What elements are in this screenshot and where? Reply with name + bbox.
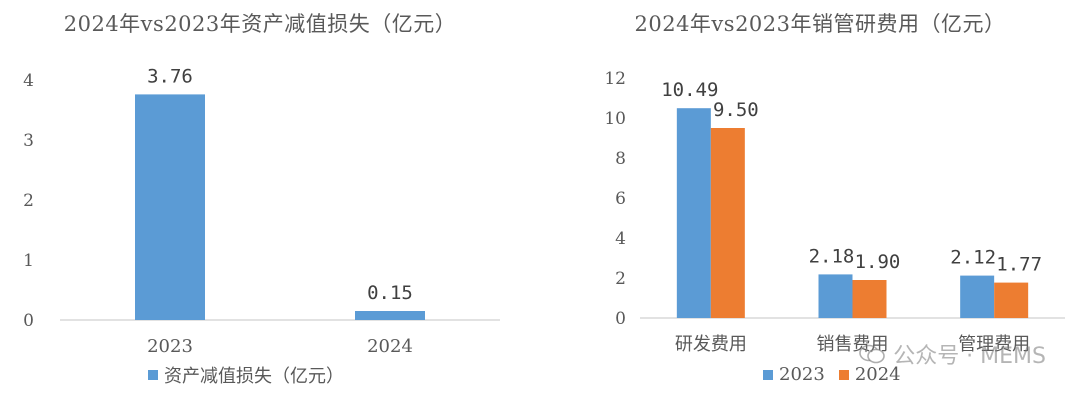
data-label: 1.90 <box>855 251 901 273</box>
x-category-label: 研发费用 <box>675 334 747 355</box>
legend-swatch <box>838 369 849 380</box>
y-tick-label: 8 <box>615 149 626 169</box>
y-tick-label: 4 <box>23 71 34 91</box>
bar-2023-销售费用 <box>818 274 853 318</box>
x-category-label: 销售费用 <box>817 334 889 355</box>
bar-资产减值损失（亿元）-2024 <box>355 311 425 320</box>
x-category-label: 管理费用 <box>958 334 1030 355</box>
y-tick-label: 0 <box>23 311 34 331</box>
legend-item-2023: 2023 <box>763 364 825 385</box>
bar-2024-研发费用 <box>710 128 745 318</box>
y-tick-label: 3 <box>23 131 34 151</box>
x-category-label: 2023 <box>147 336 193 357</box>
legend-item-2024: 2024 <box>838 364 901 385</box>
y-tick-label: 12 <box>604 69 626 89</box>
legend-swatch <box>763 369 773 380</box>
data-label: 2.12 <box>950 247 996 269</box>
y-tick-label: 6 <box>615 189 626 209</box>
bar-2024-管理费用 <box>994 282 1029 318</box>
x-category-label: 2024 <box>367 336 413 357</box>
legend-item: 资产减值损失（亿元） <box>148 362 344 388</box>
chart-title: 2024年vs2023年资产减值损失（亿元） <box>63 12 457 36</box>
data-label: 0.15 <box>367 282 413 304</box>
data-label: 9.50 <box>713 99 759 121</box>
legend-label: 资产减值损失（亿元） <box>164 366 344 387</box>
bar-chart-expenses: 0 2 4 6 8 10 12 10.499.50 研发费用 2.18 1.90 销售费用 2.12 1.… <box>604 69 1065 355</box>
data-label: 2.18 <box>809 245 855 267</box>
legend: 2023 2024 <box>763 364 915 385</box>
y-tick-label: 10 <box>604 109 626 129</box>
watermark: 公众号 · MEMS <box>859 338 1046 370</box>
chart-panel-expenses: 2024年vs2023年销管研费用（亿元） 0 2 4 6 8 10 12 10.49 9.50… <box>560 0 1080 401</box>
chart-panel-asset-impairment: 2024年vs2023年资产减值损失（亿元） 0 1 2 3 4 3.76 2023 0.15… <box>0 0 520 401</box>
y-tick-label: 4 <box>615 229 626 249</box>
bar-chart-asset-impairment: 0 1 2 3 4 3.76 2023 0.15 2024 <box>23 65 500 357</box>
data-label: 1.77 <box>996 254 1042 276</box>
legend-label: 2024 <box>854 364 901 385</box>
legend-swatch <box>148 370 158 380</box>
chart-title: 2024年vs2023年销管研费用（亿元） <box>634 12 1006 36</box>
legend: 资产减值损失（亿元） <box>148 362 358 388</box>
y-tick-label: 2 <box>615 269 626 289</box>
wechat-icon <box>859 344 885 364</box>
watermark-text: 公众号 · MEMS <box>893 344 1046 369</box>
y-tick-label: 2 <box>23 191 34 211</box>
legend-label: 2023 <box>779 364 825 385</box>
data-label: 3.76 <box>147 65 193 87</box>
y-tick-label: 0 <box>615 309 626 329</box>
bar-2024-销售费用 <box>852 280 887 318</box>
data-label: 10.49 <box>661 79 718 101</box>
bar-资产减值损失（亿元）-2023 <box>135 94 205 321</box>
bar-2023-管理费用 <box>960 275 995 318</box>
bar-2023-研发费用 <box>676 108 711 318</box>
y-tick-label: 1 <box>23 251 34 271</box>
